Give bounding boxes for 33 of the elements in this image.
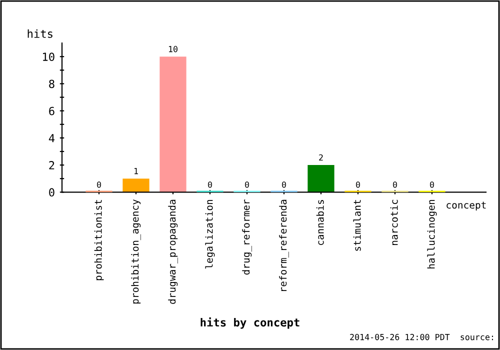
x-tick-label: prohibitionist xyxy=(94,200,104,280)
text: hits by concept xyxy=(200,317,300,329)
x-tick-label: legalization xyxy=(205,200,215,269)
data-label: 0 xyxy=(430,181,434,188)
data-label: 0 xyxy=(282,181,286,188)
x-tick-label: prohibition_agency xyxy=(131,199,141,304)
x-tick-label: drug_reformer xyxy=(242,199,252,275)
x-tick-label: reform_referenda xyxy=(279,200,289,292)
data-label: 0 xyxy=(208,181,212,188)
bar xyxy=(160,56,186,192)
y-tick-label: 0 xyxy=(49,188,54,197)
data-label: 10 xyxy=(168,46,178,52)
x-tick-label: drugwar_propaganda xyxy=(168,200,178,304)
data-label: 0 xyxy=(393,181,397,188)
data-label: 0 xyxy=(356,181,360,188)
bar xyxy=(122,178,150,192)
data-label: 2 xyxy=(319,154,323,161)
data-label: 1 xyxy=(134,168,138,174)
y-tick-label: 10 xyxy=(43,52,54,62)
text: 2014-05-26 12:00 PDT source: xyxy=(350,334,494,340)
data-label: 0 xyxy=(97,181,101,188)
x-tick-label: narcotic xyxy=(390,200,398,245)
bar xyxy=(308,165,334,192)
y-tick-label: 2 xyxy=(49,161,54,170)
x-tick-label: cannabis xyxy=(316,200,324,245)
y-tick-label: 4 xyxy=(48,134,55,142)
x-tick-label: hallucinogen xyxy=(427,200,437,268)
y-tick-label: 8 xyxy=(49,80,54,88)
data-label: 0 xyxy=(245,181,249,188)
y-axis-title: hits xyxy=(28,29,52,38)
y-tick-label: 6 xyxy=(49,106,54,116)
x-axis-title: concept xyxy=(446,202,486,211)
x-tick-label: stimulant xyxy=(353,200,361,251)
